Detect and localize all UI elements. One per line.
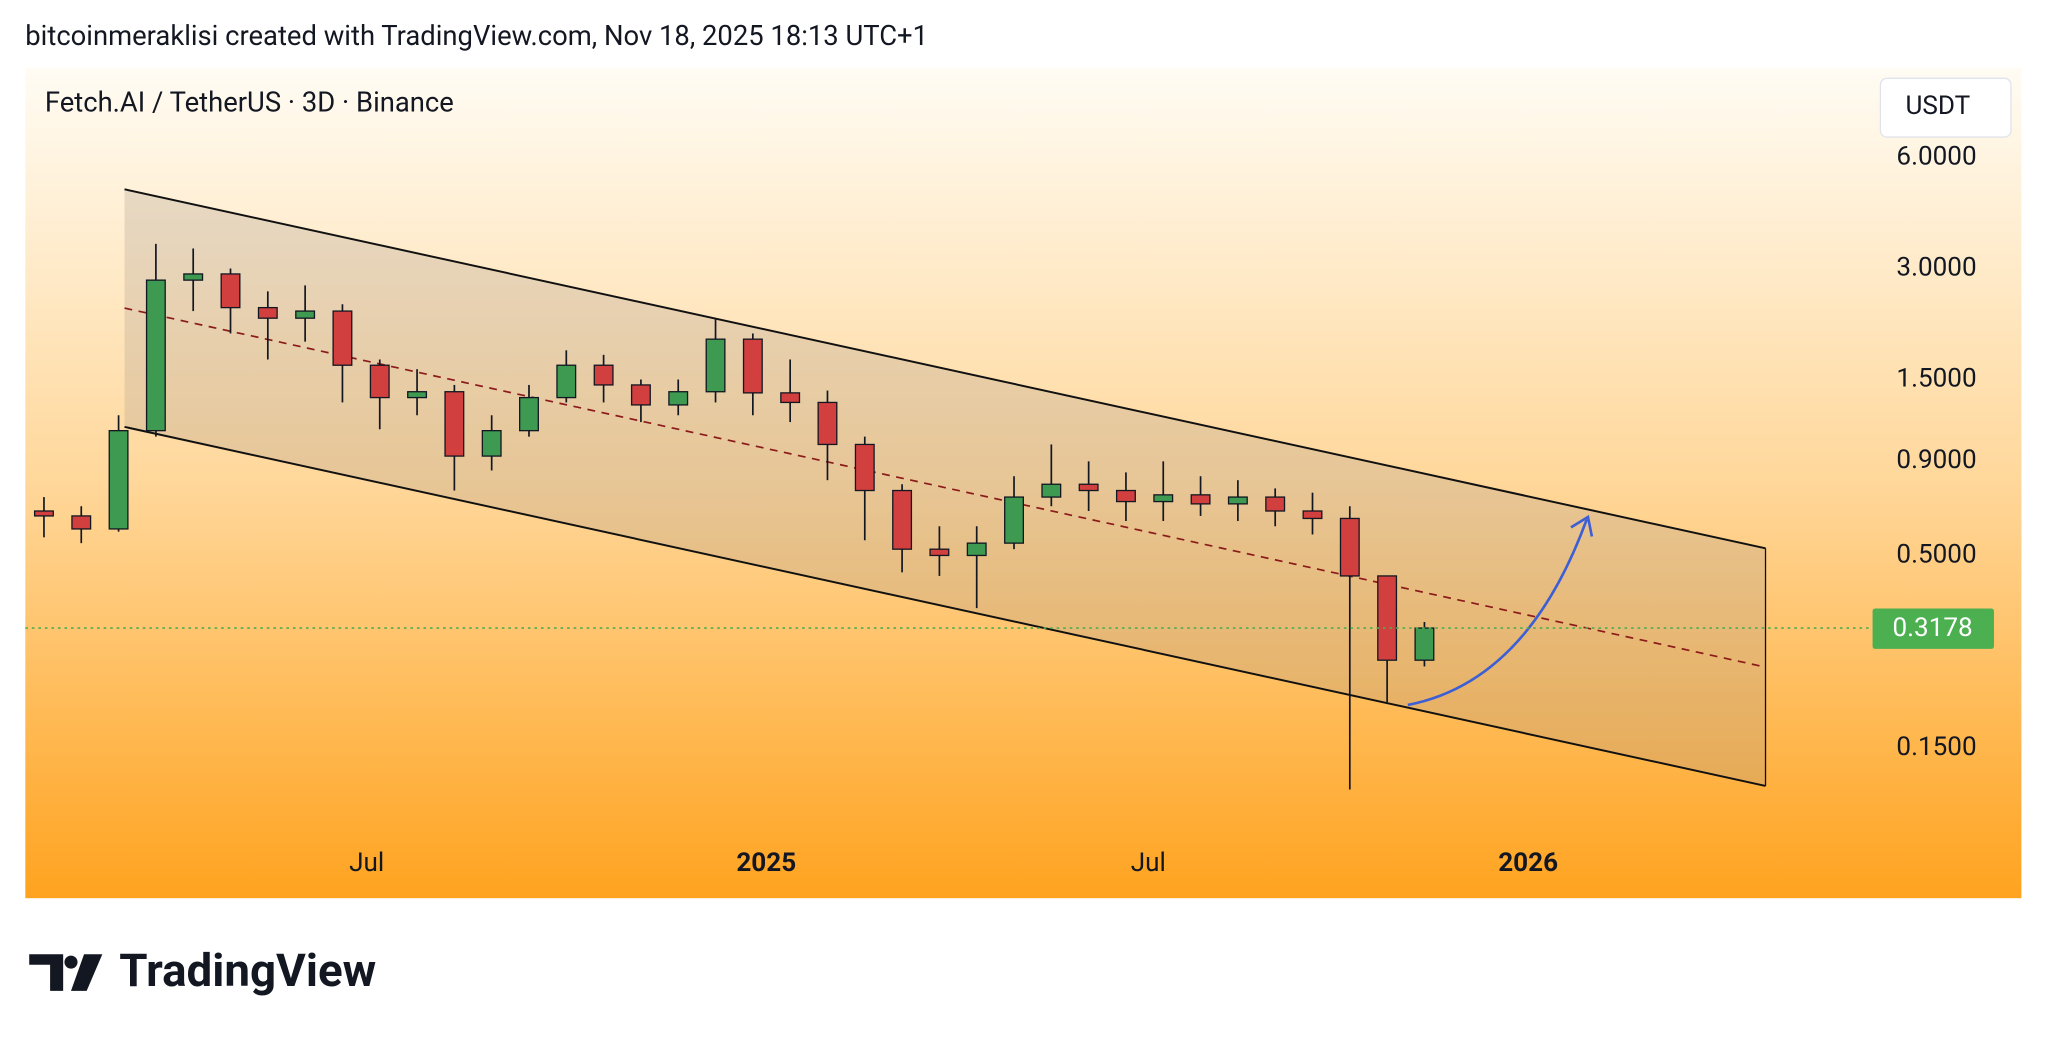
candle-body <box>407 391 428 399</box>
candle-body <box>1190 494 1211 505</box>
candle-body <box>257 306 278 319</box>
brand-logo <box>29 954 103 991</box>
candle-body <box>1115 489 1136 503</box>
candle-body <box>1414 627 1435 661</box>
y-tick-label: 0.9000 <box>1896 445 1976 475</box>
y-tick-label: 1.5000 <box>1896 363 1976 393</box>
x-tick-label: Jul <box>1131 848 1166 878</box>
candle-body <box>481 429 502 457</box>
candle-body <box>817 401 838 446</box>
channel-lower <box>124 425 1766 787</box>
candle-body <box>556 364 577 399</box>
candle-body <box>1265 496 1286 512</box>
candle-body <box>295 310 316 319</box>
candle-body <box>1004 496 1024 544</box>
candle-body <box>1339 517 1360 577</box>
candle-body <box>630 384 651 406</box>
arrow-head <box>1570 514 1594 537</box>
x-tick-label: Jul <box>349 848 384 878</box>
last-price-label: 0.3178 <box>1893 613 1973 643</box>
y-tick-label: 0.5000 <box>1896 539 1976 569</box>
candle-body <box>892 489 913 550</box>
candle-body <box>33 510 54 517</box>
candle-body <box>593 364 614 386</box>
candle-body <box>519 396 539 432</box>
candle-body <box>1302 510 1323 520</box>
candle-body <box>1227 496 1248 505</box>
y-tick-label: 3.0000 <box>1896 252 1976 282</box>
chart-pane <box>25 67 2022 899</box>
candle-body <box>929 548 950 557</box>
y-tick-label: 6.0000 <box>1896 141 1976 171</box>
candle-body <box>1377 575 1398 661</box>
candle-body <box>1041 483 1062 498</box>
candle-body <box>444 391 465 457</box>
x-tick-label: 2026 <box>1498 848 1558 878</box>
x-tick-label: 2025 <box>736 848 796 878</box>
channel-mid <box>124 307 1766 668</box>
projection-arrow <box>1407 519 1588 707</box>
candle-body <box>71 515 92 530</box>
channel-upper <box>124 188 1766 550</box>
symbol-title: Fetch.AI / TetherUS · 3D · Binance <box>45 87 454 119</box>
last-price-box <box>1872 608 1994 649</box>
candle-body <box>854 443 875 492</box>
y-tick-label: 0.1500 <box>1896 732 1976 762</box>
candle-body <box>966 542 987 557</box>
plot <box>33 243 1435 790</box>
candle-body <box>332 310 353 366</box>
candle-body <box>145 279 166 432</box>
currency-button[interactable] <box>1879 77 2012 138</box>
candle-body <box>220 273 241 309</box>
candle-body <box>1153 494 1174 503</box>
candle-body <box>742 338 763 394</box>
candle-body <box>705 338 726 393</box>
candle-body <box>780 392 801 404</box>
attribution: bitcoinmeraklisi created with TradingVie… <box>25 20 928 52</box>
brand: TradingView <box>119 945 376 998</box>
candle-body <box>668 391 689 406</box>
candle-body <box>369 364 390 399</box>
candle-body <box>108 429 129 530</box>
currency[interactable]: USDT <box>1905 91 1970 121</box>
candle-body <box>1078 483 1099 492</box>
candle-body <box>183 273 204 281</box>
